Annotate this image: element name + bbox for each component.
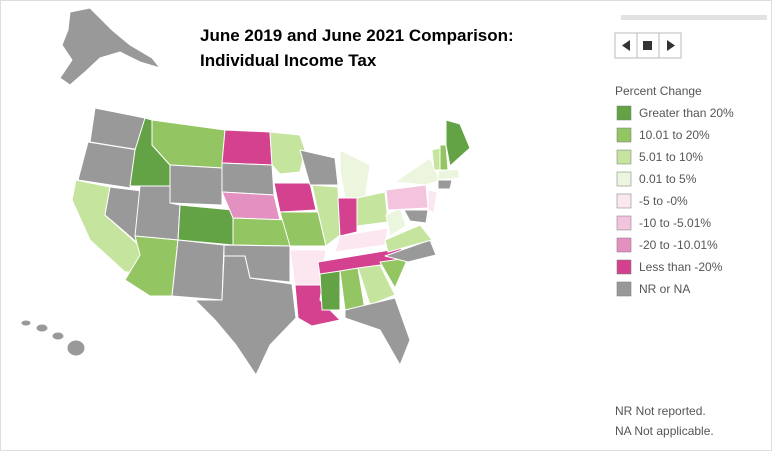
back-icon bbox=[622, 40, 630, 51]
legend-swatch bbox=[616, 149, 632, 165]
legend-swatch bbox=[616, 193, 632, 209]
state[interactable] bbox=[51, 331, 65, 341]
legend-label: 10.01 to 20% bbox=[639, 128, 710, 142]
state[interactable] bbox=[177, 204, 234, 246]
state[interactable] bbox=[384, 239, 437, 263]
state[interactable] bbox=[269, 131, 306, 175]
state[interactable] bbox=[427, 189, 438, 214]
legend-label: -10 to -5.01% bbox=[639, 216, 711, 230]
state[interactable] bbox=[385, 184, 429, 211]
state[interactable] bbox=[319, 270, 341, 311]
legend-label: Greater than 20% bbox=[639, 106, 734, 120]
state[interactable] bbox=[273, 182, 317, 213]
state[interactable] bbox=[431, 147, 441, 171]
legend-swatch bbox=[616, 281, 632, 297]
state[interactable] bbox=[334, 227, 389, 253]
state[interactable] bbox=[20, 319, 32, 327]
forward-icon bbox=[667, 40, 675, 51]
state[interactable] bbox=[357, 264, 396, 306]
legend-label: 0.01 to 5% bbox=[639, 172, 697, 186]
slider[interactable] bbox=[621, 15, 767, 20]
state[interactable] bbox=[379, 257, 409, 289]
state[interactable] bbox=[77, 141, 139, 189]
state[interactable] bbox=[221, 162, 275, 196]
state[interactable] bbox=[59, 7, 161, 86]
note: NR Not reported. bbox=[615, 404, 706, 418]
state[interactable] bbox=[445, 119, 471, 167]
state[interactable] bbox=[356, 191, 389, 227]
stop-icon bbox=[643, 41, 652, 50]
title-line: June 2019 and June 2021 Comparison: bbox=[200, 26, 514, 45]
state[interactable] bbox=[66, 339, 86, 357]
state[interactable] bbox=[299, 149, 339, 186]
state[interactable] bbox=[311, 184, 341, 247]
state[interactable] bbox=[385, 207, 407, 237]
state[interactable] bbox=[35, 323, 49, 333]
legend-label: 5.01 to 10% bbox=[639, 150, 703, 164]
legend-swatch bbox=[616, 171, 632, 187]
state[interactable] bbox=[337, 197, 358, 237]
state[interactable] bbox=[344, 297, 411, 366]
legend-swatch bbox=[616, 127, 632, 143]
state[interactable] bbox=[194, 255, 297, 376]
state[interactable] bbox=[437, 168, 461, 181]
legend-label: -20 to -10.01% bbox=[639, 238, 718, 252]
legend-swatch bbox=[616, 215, 632, 231]
legend-swatch bbox=[616, 105, 632, 121]
title-line: Individual Income Tax bbox=[200, 51, 377, 70]
note: NA Not applicable. bbox=[615, 424, 714, 438]
state[interactable] bbox=[384, 224, 433, 253]
legend-title: Percent Change bbox=[615, 84, 702, 98]
state[interactable] bbox=[437, 179, 453, 190]
legend-label: -5 to -0% bbox=[639, 194, 688, 208]
state[interactable] bbox=[221, 129, 273, 166]
playback-controls bbox=[614, 15, 767, 59]
us-map bbox=[20, 7, 471, 376]
state[interactable] bbox=[171, 239, 225, 301]
legend-swatch bbox=[616, 237, 632, 253]
legend: Greater than 20% 10.01 to 20% 5.01 to 10% 0… bbox=[616, 105, 734, 297]
state[interactable] bbox=[403, 209, 429, 224]
legend-label: NR or NA bbox=[639, 282, 690, 296]
state[interactable] bbox=[169, 164, 223, 206]
legend-swatch bbox=[616, 259, 632, 275]
state[interactable] bbox=[232, 217, 291, 247]
legend-label: Less than -20% bbox=[639, 260, 723, 274]
